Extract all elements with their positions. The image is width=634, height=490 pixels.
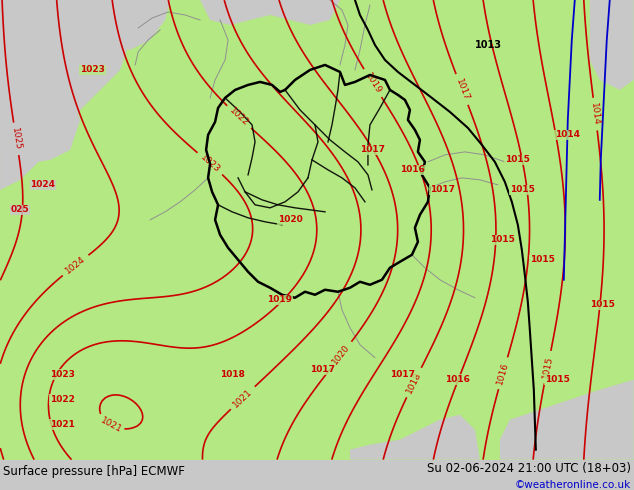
Text: 1022: 1022 (228, 106, 250, 128)
Text: 1021: 1021 (50, 420, 75, 429)
Text: 1015: 1015 (545, 375, 570, 384)
Text: 1014: 1014 (555, 130, 580, 139)
Text: 1017: 1017 (430, 185, 455, 195)
Text: 1023: 1023 (80, 66, 105, 74)
Text: 1016: 1016 (400, 165, 425, 174)
Polygon shape (500, 380, 634, 460)
Text: 1015: 1015 (490, 235, 515, 245)
Text: Su 02-06-2024 21:00 UTC (18+03): Su 02-06-2024 21:00 UTC (18+03) (427, 462, 631, 475)
Text: 1024: 1024 (64, 255, 87, 276)
Text: 1022: 1022 (50, 395, 75, 404)
Text: 1024: 1024 (30, 180, 55, 189)
Polygon shape (0, 0, 634, 460)
Text: 1025: 1025 (10, 127, 22, 151)
Polygon shape (0, 0, 130, 190)
Text: 1016: 1016 (445, 375, 470, 384)
Text: 1023: 1023 (198, 152, 221, 174)
Polygon shape (0, 0, 80, 165)
Text: 1017: 1017 (360, 146, 385, 154)
Polygon shape (0, 0, 100, 190)
Text: 1015: 1015 (505, 155, 530, 164)
Text: 1013: 1013 (475, 40, 502, 50)
Text: 1017: 1017 (310, 365, 335, 374)
Text: 1015: 1015 (510, 185, 534, 195)
Text: 1020: 1020 (331, 343, 352, 367)
Text: 1021: 1021 (231, 387, 254, 409)
Text: 1023: 1023 (50, 370, 75, 379)
Text: 1018: 1018 (220, 370, 245, 379)
Text: Surface pressure [hPa] ECMWF: Surface pressure [hPa] ECMWF (3, 465, 185, 478)
Text: 025: 025 (10, 205, 29, 214)
Text: 1019: 1019 (268, 295, 292, 304)
Text: 1016: 1016 (496, 361, 510, 386)
Text: 1017: 1017 (454, 77, 470, 102)
Text: 1015: 1015 (541, 355, 554, 379)
Polygon shape (0, 0, 634, 460)
Text: ©weatheronline.co.uk: ©weatheronline.co.uk (515, 480, 631, 490)
Text: 1021: 1021 (100, 416, 124, 435)
Text: 1015: 1015 (590, 300, 614, 309)
Text: 1019: 1019 (363, 71, 383, 95)
Text: 1020: 1020 (278, 215, 302, 224)
Polygon shape (350, 415, 480, 460)
Polygon shape (200, 0, 340, 25)
Polygon shape (0, 0, 170, 160)
Text: 1014: 1014 (590, 102, 601, 126)
Polygon shape (590, 0, 634, 90)
Text: 1018: 1018 (404, 370, 423, 395)
Text: 1017: 1017 (390, 370, 415, 379)
Text: 1015: 1015 (530, 255, 555, 264)
